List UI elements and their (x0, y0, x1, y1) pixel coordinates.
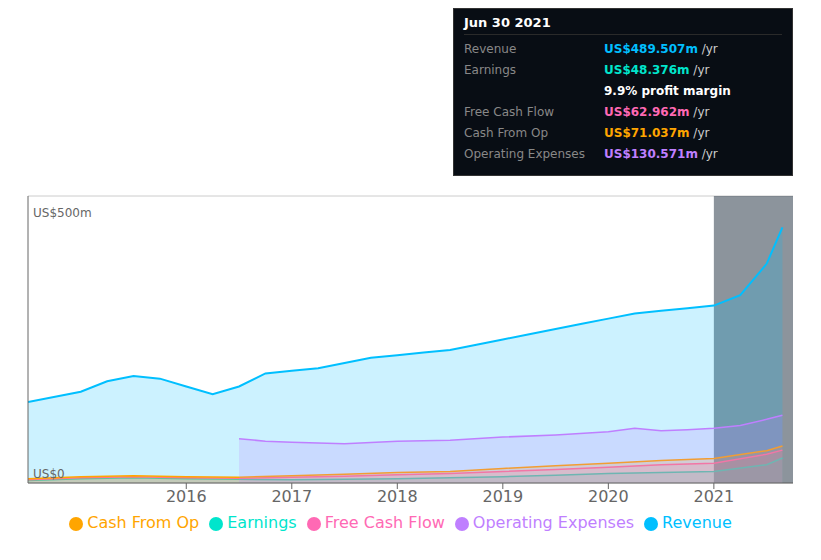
html-text:9.9% profit margin: 9.9% profit margin (604, 83, 731, 98)
html-text:US$48.376m /yr: US$48.376m /yr (604, 62, 710, 77)
html-text:Revenue: Revenue (464, 41, 517, 56)
svg-text:US$0: US$0 (33, 467, 65, 481)
svg-text:2018: 2018 (377, 487, 418, 506)
html-text:US$62.962m /yr: US$62.962m /yr (604, 104, 710, 119)
html-text:US$489.507m /yr: US$489.507m /yr (604, 41, 718, 56)
svg-text:2020: 2020 (588, 487, 629, 506)
html-text:Earnings: Earnings (464, 62, 517, 77)
svg-text:2021: 2021 (694, 487, 735, 506)
html-text:Free Cash Flow: Free Cash Flow (324, 513, 445, 532)
html-text:Revenue: Revenue (662, 513, 732, 532)
html-text:Cash From Op: Cash From Op (87, 513, 200, 532)
html-text:Operating Expenses: Operating Expenses (472, 513, 635, 532)
html-text:Jun 30 2021: Jun 30 2021 (464, 15, 551, 30)
html-text:Cash From Op: Cash From Op (464, 125, 548, 140)
svg-text:2017: 2017 (271, 487, 312, 506)
html-text:Operating Expenses: Operating Expenses (464, 146, 585, 161)
html-text:US$130.571m /yr: US$130.571m /yr (604, 146, 718, 161)
html-text:Free Cash Flow: Free Cash Flow (464, 104, 555, 119)
svg-text:US$500m: US$500m (33, 206, 92, 220)
svg-text:2016: 2016 (166, 487, 207, 506)
html-text:US$71.037m /yr: US$71.037m /yr (604, 125, 710, 140)
svg-text:2019: 2019 (482, 487, 523, 506)
html-text:Earnings: Earnings (227, 513, 297, 532)
